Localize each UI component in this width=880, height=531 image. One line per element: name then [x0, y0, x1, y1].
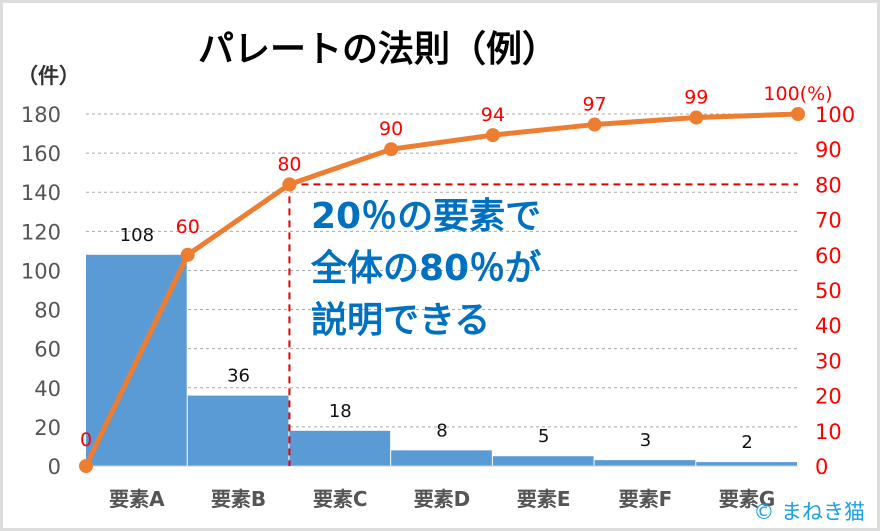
- left-tick-label: 180: [21, 103, 61, 127]
- bar-value-label: 18: [329, 401, 352, 422]
- bar: [289, 430, 391, 466]
- left-tick-label: 160: [21, 142, 61, 166]
- right-tick-label: 50: [815, 279, 842, 303]
- right-tick-label: 90: [815, 138, 842, 162]
- bar-value-label: 8: [436, 420, 447, 441]
- left-tick-label: 80: [34, 299, 61, 323]
- right-tick-label: 100: [815, 103, 855, 127]
- left-tick-label: 20: [34, 416, 61, 440]
- left-tick-label: 40: [34, 377, 61, 401]
- cumulative-point: [282, 177, 297, 192]
- annotation-line: 20％の要素で: [311, 196, 542, 237]
- right-tick-label: 40: [815, 314, 842, 338]
- cumulative-label: 0: [80, 429, 92, 451]
- category-label: 要素D: [414, 487, 471, 511]
- bar-value-label: 36: [227, 366, 250, 387]
- annotation-line: 説明できる: [311, 300, 491, 341]
- bar: [391, 450, 492, 466]
- bar: [187, 395, 289, 466]
- bar: [696, 462, 797, 466]
- cumulative-point: [485, 128, 500, 143]
- left-axis-unit: （件）: [17, 64, 80, 88]
- right-tick-label: 60: [815, 244, 842, 268]
- cumulative-point: [79, 459, 93, 473]
- cumulative-point: [384, 142, 399, 157]
- cumulative-label: 94: [481, 104, 505, 126]
- annotation-line: 全体の80％が: [311, 248, 542, 289]
- cumulative-point: [587, 117, 602, 132]
- cumulative-line: [83, 111, 799, 468]
- bar-value-label: 108: [120, 225, 154, 246]
- cumulative-label: 97: [582, 94, 606, 116]
- annotation: 20％の要素で 全体の80％が 説明できる: [311, 191, 541, 347]
- bar-value-label: 5: [538, 426, 549, 447]
- bar: [492, 456, 594, 466]
- chart-title: パレートの法則（例）: [198, 29, 558, 70]
- bar-value-label: 2: [741, 432, 752, 453]
- cumulative-point: [689, 110, 704, 125]
- left-tick-label: 100: [21, 259, 61, 283]
- bar-value-label: 3: [640, 430, 651, 451]
- right-tick-label: 20: [815, 385, 842, 409]
- cumulative-label: 90: [379, 118, 403, 140]
- category-label: 要素E: [517, 487, 571, 511]
- left-tick-label: 140: [21, 181, 61, 205]
- cumulative-label: 99: [684, 87, 708, 109]
- cumulative-label: 80: [277, 153, 301, 175]
- cumulative-label: 60: [176, 216, 200, 238]
- cumulative-point: [180, 247, 195, 262]
- left-tick-label: 0: [48, 455, 61, 479]
- left-tick-label: 60: [34, 338, 61, 362]
- chart-svg: パレートの法則（例）（件）020406080100120140160180010…: [17, 29, 855, 511]
- bar: [594, 460, 696, 466]
- right-tick-label: 80: [815, 173, 842, 197]
- cumulative-label: 100(%): [763, 83, 832, 105]
- category-label: 要素C: [313, 487, 368, 511]
- left-tick-label: 120: [21, 220, 61, 244]
- right-tick-label: 70: [815, 209, 842, 233]
- category-label: 要素B: [211, 487, 266, 511]
- right-tick-label: 30: [815, 349, 842, 373]
- right-tick-label: 0: [815, 455, 828, 479]
- cumulative-point: [791, 107, 805, 121]
- category-label: 要素A: [109, 487, 165, 511]
- right-tick-label: 10: [815, 420, 842, 444]
- category-label: 要素F: [619, 487, 673, 511]
- category-label: 要素G: [719, 487, 775, 511]
- watermark: © まねき猫: [753, 500, 865, 524]
